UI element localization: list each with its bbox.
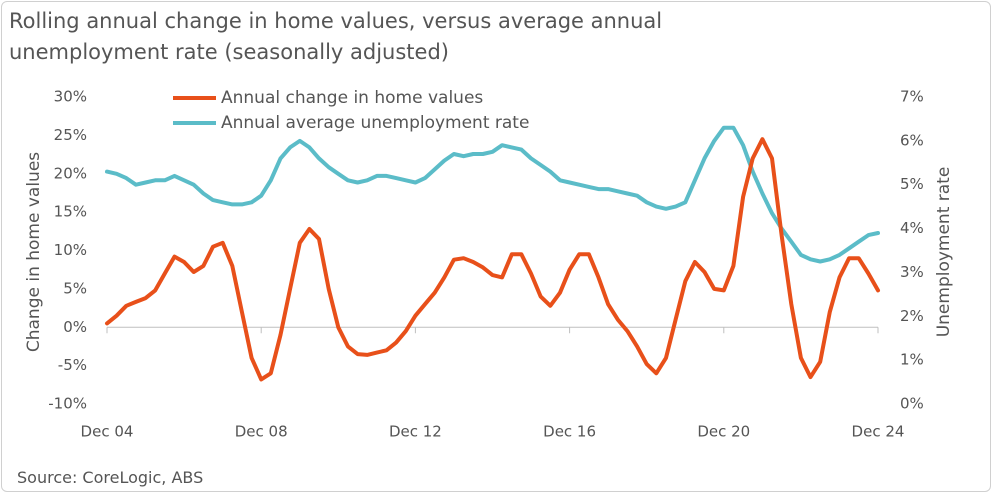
y-tick-label: -10% [48, 395, 87, 413]
source-note: Source: CoreLogic, ABS [17, 468, 204, 487]
y2-tick-label: 2% [900, 307, 924, 325]
y2-tick-label: 7% [900, 88, 924, 106]
y-tick-label: 20% [54, 164, 87, 182]
y-tick-label: 30% [54, 88, 87, 106]
y2-axis-label: Unemployment rate [934, 167, 954, 338]
x-tick-label: Dec 20 [697, 423, 750, 441]
y-tick-label: 5% [63, 279, 87, 297]
series-line [105, 125, 880, 264]
x-tick-label: Dec 08 [235, 423, 288, 441]
chart-title: Rolling annual change in home values, ve… [9, 9, 663, 64]
x-tick-label: Dec 04 [81, 423, 134, 441]
y-axis-label: Change in home values [24, 152, 44, 352]
series-line [105, 137, 880, 382]
x-tick-label: Dec 24 [852, 423, 905, 441]
y-tick-label: 15% [54, 203, 87, 221]
y2-tick-label: 3% [900, 263, 924, 281]
y-tick-label: 10% [54, 241, 87, 259]
legend-label: Annual change in home values [221, 88, 483, 108]
y-tick-label: 25% [54, 126, 87, 144]
legend-label: Annual average unemployment rate [221, 113, 529, 133]
y2-tick-label: 5% [900, 175, 924, 193]
y-tick-label: 0% [63, 318, 87, 336]
y2-tick-label: 0% [900, 395, 924, 413]
x-tick-label: Dec 16 [543, 423, 596, 441]
y2-tick-label: 6% [900, 131, 924, 149]
x-tick-label: Dec 12 [389, 423, 442, 441]
y-tick-label: -5% [58, 356, 87, 374]
y2-tick-label: 1% [900, 351, 924, 369]
y2-tick-label: 4% [900, 219, 924, 237]
